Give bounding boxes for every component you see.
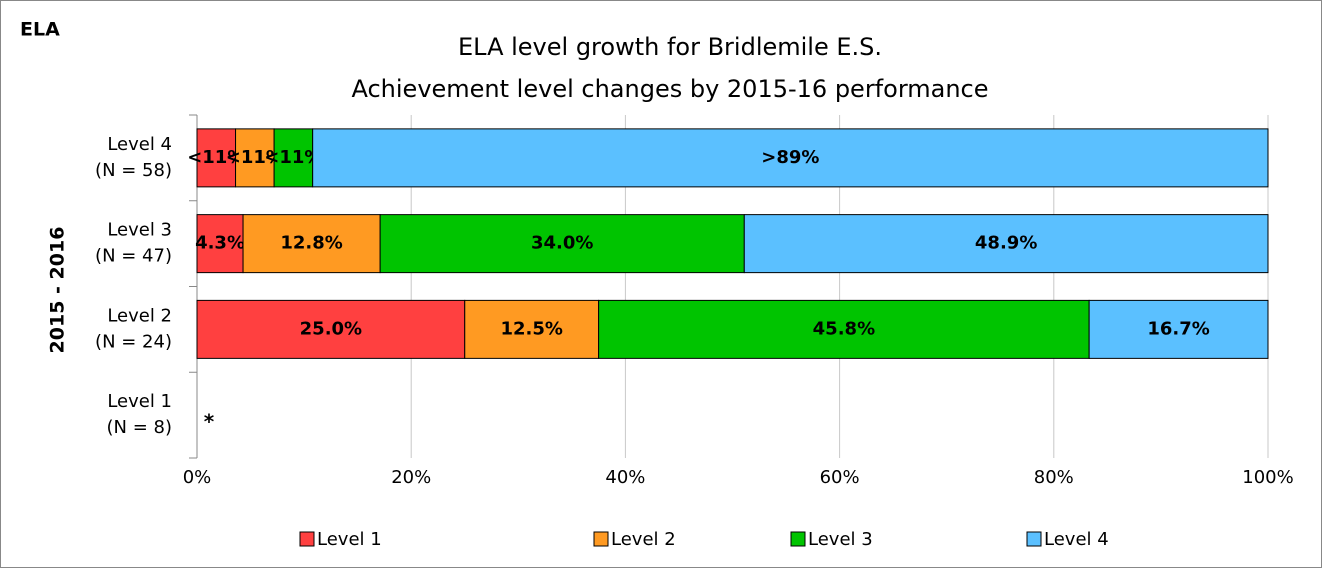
bar-segment bbox=[379, 214, 745, 274]
y-axis-label: 2015 - 2016 bbox=[47, 227, 69, 354]
legend-label: Level 4 bbox=[1044, 529, 1109, 550]
y-tick-label: (N = 58) bbox=[95, 160, 172, 181]
y-tick-label: Level 3 bbox=[107, 220, 172, 241]
bar-segment bbox=[196, 128, 237, 188]
x-tick-label: 60% bbox=[820, 467, 860, 488]
annotation: * bbox=[204, 410, 215, 434]
legend-swatch bbox=[299, 531, 315, 547]
bar-segment bbox=[196, 299, 466, 359]
data-label: 12.8% bbox=[280, 233, 342, 254]
bar-segment bbox=[196, 214, 244, 274]
bar-segment bbox=[464, 299, 600, 359]
data-label: 34.0% bbox=[531, 233, 593, 254]
data-label: 25.0% bbox=[300, 318, 362, 339]
x-tick-label: 100% bbox=[1242, 467, 1293, 488]
chart-title: ELA level growth for Bridlemile E.S. bbox=[458, 33, 882, 61]
legend-swatch bbox=[593, 531, 609, 547]
y-tick-label: (N = 8) bbox=[107, 417, 173, 438]
y-tick-label: (N = 24) bbox=[95, 331, 172, 352]
data-label: 48.9% bbox=[975, 233, 1037, 254]
legend-label: Level 3 bbox=[808, 529, 873, 550]
data-label: >89% bbox=[761, 147, 819, 168]
legend-swatch bbox=[790, 531, 806, 547]
y-tick-label: Level 4 bbox=[107, 134, 172, 155]
x-tick-label: 0% bbox=[183, 467, 212, 488]
bar-segment bbox=[242, 214, 381, 274]
legend-label: Level 1 bbox=[317, 529, 382, 550]
data-label: <11% bbox=[187, 147, 245, 168]
data-label: 4.3% bbox=[195, 233, 245, 254]
data-label: 16.7% bbox=[1147, 318, 1209, 339]
bar-segment bbox=[235, 128, 275, 188]
y-tick-label: (N = 47) bbox=[95, 246, 172, 267]
legend-swatch bbox=[1026, 531, 1042, 547]
corner-label: ELA bbox=[20, 19, 60, 41]
data-label: <11% bbox=[264, 147, 322, 168]
bar-segment bbox=[312, 128, 1269, 188]
bar-segment bbox=[273, 128, 314, 188]
bar-segment bbox=[1088, 299, 1269, 359]
y-tick-label: Level 1 bbox=[107, 391, 172, 412]
data-label: 45.8% bbox=[813, 318, 875, 339]
data-label: 12.5% bbox=[500, 318, 562, 339]
x-tick-label: 20% bbox=[391, 467, 431, 488]
x-tick-label: 80% bbox=[1034, 467, 1074, 488]
bar-segment bbox=[743, 214, 1269, 274]
chart-subtitle: Achievement level changes by 2015-16 per… bbox=[351, 75, 988, 103]
data-label: <11% bbox=[226, 147, 284, 168]
x-tick-label: 40% bbox=[605, 467, 645, 488]
legend-label: Level 2 bbox=[611, 529, 676, 550]
y-tick-label: Level 2 bbox=[107, 305, 172, 326]
